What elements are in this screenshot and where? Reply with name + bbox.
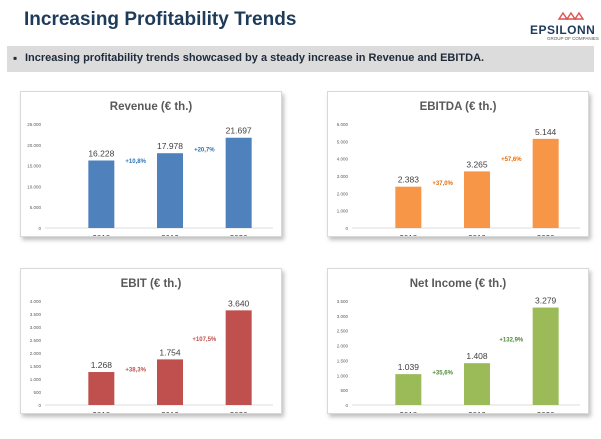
- y-tick-label: 10.000: [27, 184, 41, 189]
- y-tick-label: 3.000: [337, 314, 349, 319]
- bar-2019: [157, 359, 183, 405]
- y-tick-label: 5.000: [337, 139, 349, 144]
- y-tick-label: 0: [38, 226, 41, 231]
- y-tick-label: 1.000: [337, 209, 349, 214]
- bar-value-label: 3.640: [228, 298, 250, 308]
- growth-label: +10,8%: [125, 159, 146, 165]
- bar-2018: [395, 374, 422, 405]
- y-tick-label: 3.500: [30, 312, 42, 317]
- bar-value-label: 3.265: [466, 159, 488, 169]
- revenue-chart-card: Revenue (€ th.) 0 5.000 10.000 15.000 20.000 2…: [20, 91, 282, 237]
- y-tick-label: 4.000: [337, 157, 349, 162]
- growth-label: +132,9%: [499, 337, 524, 343]
- ebit-chart: EBIT (€ th.) 0 500 1.000 1.500 2.000 2.500 3.00…: [30, 278, 273, 413]
- chart-title: EBITDA (€ th.): [420, 101, 497, 113]
- category-label: 2018: [92, 234, 110, 236]
- page-title: Increasing Profitability Trends: [24, 9, 297, 30]
- bar-2020: [532, 138, 559, 228]
- bar-value-label: 1.268: [91, 360, 113, 370]
- y-tick-label: 25.000: [27, 122, 41, 127]
- growth-label: +20,7%: [194, 147, 215, 153]
- y-tick-label: 1.500: [337, 358, 349, 363]
- y-tick-label: 2.000: [337, 344, 349, 349]
- growth-label: +37,0%: [432, 181, 453, 187]
- bar-value-label: 16.228: [88, 148, 114, 158]
- y-tick-label: 500: [33, 390, 41, 395]
- bar-value-label: 1.039: [398, 362, 420, 372]
- bullet-icon: ▪: [13, 51, 18, 65]
- category-label: 2018: [399, 411, 417, 413]
- y-tick-label: 2.000: [337, 191, 349, 196]
- bar-value-label: 5.144: [535, 127, 557, 137]
- ebitda-chart: EBITDA (€ th.) 0 1.000 2.000 3.000 4.000 5.000…: [337, 101, 580, 236]
- bar-2018: [395, 186, 422, 228]
- category-label: 2018: [399, 234, 417, 236]
- bar-value-label: 1.408: [466, 351, 488, 361]
- y-tick-label: 3.000: [337, 174, 349, 179]
- y-tick-label: 0: [38, 403, 41, 408]
- y-tick-label: 2.500: [337, 329, 349, 334]
- y-tick-label: 3.000: [30, 325, 42, 330]
- y-tick-label: 2.000: [30, 351, 42, 356]
- chart-title: Net Income (€ th.): [410, 278, 507, 290]
- bar-value-label: 3.279: [535, 296, 557, 306]
- bar-value-label: 17.978: [157, 141, 183, 151]
- category-label: 2020: [230, 234, 248, 236]
- category-label: 2019: [161, 234, 179, 236]
- y-tick-label: 4.000: [30, 299, 42, 304]
- bar-2018: [88, 160, 115, 228]
- chart-title: Revenue (€ th.): [110, 101, 193, 113]
- category-label: 2019: [468, 234, 486, 236]
- bar-2019: [157, 153, 183, 228]
- logo-name: EPSILONN: [530, 23, 596, 37]
- bar-2019: [464, 171, 490, 228]
- y-tick-label: 2.500: [30, 338, 42, 343]
- growth-label: +38,3%: [125, 368, 146, 374]
- category-label: 2020: [537, 411, 555, 413]
- category-label: 2019: [468, 411, 486, 413]
- y-tick-label: 5.000: [30, 205, 42, 210]
- category-label: 2020: [537, 234, 555, 236]
- ebit-chart-card: EBIT (€ th.) 0 500 1.000 1.500 2.000 2.500 3.00…: [20, 268, 282, 414]
- bar-2018: [88, 372, 115, 405]
- bar-2020: [225, 310, 252, 405]
- bar-2019: [464, 363, 490, 405]
- y-tick-label: 1.500: [30, 364, 42, 369]
- banner-text: Increasing profitability trends showcase…: [25, 52, 485, 64]
- y-tick-label: 20.000: [27, 143, 41, 148]
- ebitda-chart-card: EBITDA (€ th.) 0 1.000 2.000 3.000 4.000 5.000…: [327, 91, 589, 237]
- growth-label: +107,5%: [192, 337, 217, 343]
- growth-label: +35,6%: [432, 371, 453, 377]
- company-logo: EPSILONN GROUP OF COMPANIES: [523, 9, 601, 41]
- category-label: 2018: [92, 411, 110, 413]
- bar-value-label: 21.697: [226, 126, 252, 136]
- category-label: 2019: [161, 411, 179, 413]
- y-tick-label: 3.500: [337, 299, 349, 304]
- net-income-chart-card: Net Income (€ th.) 0 500 1.000 1.500 2.000 2.5…: [327, 268, 589, 414]
- y-tick-label: 6.000: [337, 122, 349, 127]
- y-tick-label: 0: [345, 226, 348, 231]
- summary-banner: ▪ Increasing profitability trends showca…: [7, 46, 594, 72]
- y-tick-label: 1.000: [337, 373, 349, 378]
- y-tick-label: 0: [345, 403, 348, 408]
- growth-label: +57,6%: [501, 157, 522, 163]
- net-income-chart: Net Income (€ th.) 0 500 1.000 1.500 2.000 2.5…: [337, 278, 580, 413]
- logo-subtitle: GROUP OF COMPANIES: [547, 36, 599, 41]
- bar-value-label: 1.754: [159, 347, 181, 357]
- y-tick-label: 500: [340, 388, 348, 393]
- bar-value-label: 2.383: [398, 175, 420, 185]
- logo-mark-icon: [557, 11, 585, 20]
- chart-title: EBIT (€ th.): [121, 278, 182, 290]
- revenue-chart: Revenue (€ th.) 0 5.000 10.000 15.000 20.000 2…: [27, 101, 273, 236]
- bar-2020: [225, 137, 252, 228]
- bar-2020: [532, 307, 559, 405]
- y-tick-label: 15.000: [27, 164, 41, 169]
- category-label: 2020: [230, 411, 248, 413]
- y-tick-label: 1.000: [30, 377, 42, 382]
